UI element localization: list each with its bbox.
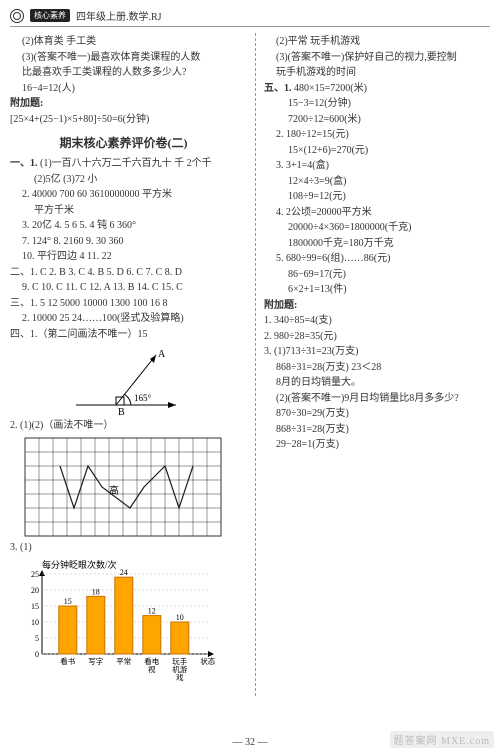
svg-text:玩手机游戏: 玩手机游戏	[172, 656, 187, 682]
text-line: 2. 10000 25 24……100(竖式及验算略)	[10, 312, 237, 326]
bullseye-icon	[10, 9, 24, 23]
page: 核心素养 四年级上册.数学.RJ (2)体育类 手工类 (3)(答案不唯一)最喜…	[0, 0, 500, 754]
bar-chart: 每分钟眨眼次数/次 0 5 10 15 20 25 15 18 24 12 10 看书 写字 平常 看电视玩手…	[16, 558, 226, 692]
text-line: (2)5亿 (3)72 小	[10, 173, 237, 187]
text-line: 五、1. 480×15=7200(米)	[264, 82, 490, 96]
text-line: 3. (1)	[10, 541, 237, 555]
section-label: 附加题:	[264, 299, 490, 313]
svg-text:15: 15	[31, 602, 39, 611]
text-line: 2. 180÷12=15(元)	[264, 128, 490, 142]
section-number: 五、1.	[264, 83, 292, 94]
svg-text:18: 18	[92, 587, 100, 596]
text-span: 480×15=7200(米)	[294, 83, 367, 94]
section-label: 附加题:	[10, 97, 237, 111]
text-line: (3)(答案不唯一)最喜欢体育类课程的人数	[10, 51, 237, 65]
label-degree: 165°	[134, 393, 152, 403]
text-span: 二、1. C 2. B 3. C 4. B 5. D 6. C 7. C 8. …	[10, 267, 182, 278]
svg-text:20: 20	[31, 586, 39, 595]
text-line: (3)(答案不唯一)保护好自己的视力,要控制	[264, 51, 490, 65]
svg-text:看电视: 看电视	[144, 656, 159, 674]
text-line: 20000÷4×360=1800000(千克)	[264, 221, 490, 235]
text-line: 2. (1)(2)（画法不唯一）	[10, 419, 237, 433]
left-column: (2)体育类 手工类 (3)(答案不唯一)最喜欢体育类课程的人数 比最喜欢手工类…	[10, 33, 245, 696]
text-line: 2. 980÷28=35(元)	[264, 330, 490, 344]
text-line: 3. 3+1=4(盒)	[264, 159, 490, 173]
text-line: 1. 340÷85=4(支)	[264, 314, 490, 328]
svg-text:10: 10	[31, 618, 39, 627]
header-title: 四年级上册.数学.RJ	[76, 8, 162, 23]
watermark: 题答案网 MXE.com	[390, 731, 494, 748]
svg-text:24: 24	[120, 568, 128, 577]
text-line: 二、1. C 2. B 3. C 4. B 5. D 6. C 7. C 8. …	[10, 266, 237, 280]
text-line: 2. 40000 700 60 3610000000 平方米	[10, 188, 237, 202]
text-line: 8月的日均销量大。	[264, 376, 490, 390]
text-span: (1)一百八十六万二千六百九十 千 2个千	[40, 158, 212, 169]
text-line: 10. 平行四边 4 11. 22	[10, 250, 237, 264]
text-line: 16−4=12(人)	[10, 82, 237, 96]
text-line: 比最喜欢手工类课程的人数多多少人?	[10, 66, 237, 80]
text-line: 三、1. 5 12 5000 10000 1300 100 16 8	[10, 297, 237, 311]
text-line: (2)体育类 手工类	[10, 35, 237, 49]
angle-diagram: A B 165°	[46, 345, 196, 415]
label-b: B	[118, 407, 125, 415]
text-line: 5. 680÷99=6(组)……86(元)	[264, 252, 490, 266]
text-line: 1800000千克=180万千克	[264, 237, 490, 251]
svg-text:看书: 看书	[60, 656, 75, 666]
text-line: 一、1. (1)一百八十六万二千六百九十 千 2个千	[10, 157, 237, 171]
text-line: (2)平常 玩手机游戏	[264, 35, 490, 49]
svg-text:每分钟眨眼次数/次: 每分钟眨眼次数/次	[42, 559, 117, 570]
text-line: (2)(答案不唯一)9月日均销量比8月多多少?	[264, 392, 490, 406]
svg-text:平常: 平常	[116, 657, 131, 666]
text-line: 9. C 10. C 11. C 12. A 13. B 14. C 15. C	[10, 281, 237, 295]
text-line: 868÷31=28(万支)	[264, 423, 490, 437]
svg-text:25: 25	[31, 570, 39, 579]
two-column-layout: (2)体育类 手工类 (3)(答案不唯一)最喜欢体育类课程的人数 比最喜欢手工类…	[10, 33, 490, 696]
text-line: 7. 124° 8. 2160 9. 30 360	[10, 235, 237, 249]
section-number: 一、1.	[10, 158, 38, 169]
svg-text:状态: 状态	[200, 656, 215, 666]
text-line: 6×2+1=13(件)	[264, 283, 490, 297]
text-line: 玩手机游戏的时间	[264, 66, 490, 80]
text-line: 四、1.（第二问画法不唯一）15	[10, 328, 237, 342]
label-a: A	[158, 349, 166, 360]
text-line: 15×(12+6)=270(元)	[264, 144, 490, 158]
svg-text:15: 15	[64, 597, 72, 606]
svg-text:高: 高	[109, 484, 119, 497]
text-line: 7200÷12=600(米)	[264, 113, 490, 127]
text-line: 29−28=1(万支)	[264, 438, 490, 452]
text-line: 15−3=12(分钟)	[264, 97, 490, 111]
svg-text:0: 0	[35, 650, 39, 659]
svg-text:5: 5	[35, 634, 39, 643]
grid-diagram: 高	[24, 437, 222, 537]
text-line: 12×4÷3=9(盒)	[264, 175, 490, 189]
page-header: 核心素养 四年级上册.数学.RJ	[10, 8, 490, 27]
text-line: 平方千米	[10, 204, 237, 218]
logo-badge: 核心素养	[30, 9, 70, 22]
right-column: (2)平常 玩手机游戏 (3)(答案不唯一)保护好自己的视力,要控制 玩手机游戏…	[255, 33, 490, 696]
text-line: 870÷30=29(万支)	[264, 407, 490, 421]
svg-text:12: 12	[148, 607, 156, 616]
subtitle: 期末核心素养评价卷(二)	[10, 134, 237, 151]
text-line: 3. 20亿 4. 5 6 5. 4 钝 6 360°	[10, 219, 237, 233]
text-line: 3. (1)713÷31=23(万支)	[264, 345, 490, 359]
text-line: 86−69=17(元)	[264, 268, 490, 282]
svg-text:10: 10	[176, 613, 184, 622]
text-line: 868÷31=28(万支) 23＜28	[264, 361, 490, 375]
svg-text:写字: 写字	[88, 656, 103, 666]
text-line: 108÷9=12(元)	[264, 190, 490, 204]
text-line: [25×4+(25−1)×5+80]÷50=6(分钟)	[10, 113, 237, 127]
text-line: 4. 2公顷=20000平方米	[264, 206, 490, 220]
